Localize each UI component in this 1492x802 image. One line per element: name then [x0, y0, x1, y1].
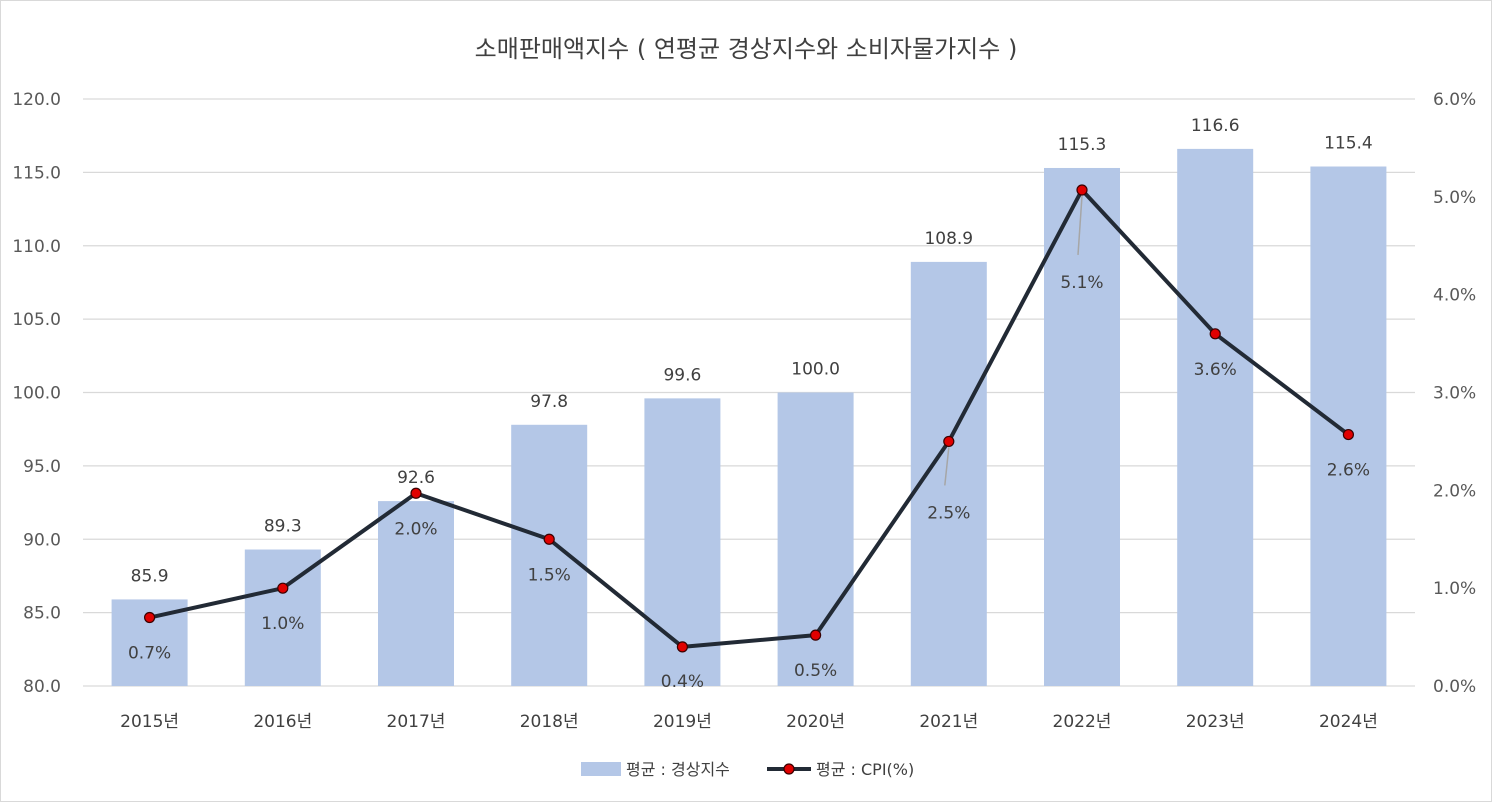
x-tick-label: 2022년 — [1053, 712, 1112, 732]
bar — [378, 501, 454, 686]
bar-data-label: 100.0 — [791, 360, 840, 380]
bar-data-label: 116.6 — [1191, 116, 1240, 136]
cpi-marker — [1209, 328, 1221, 340]
y-left-tick-label: 90.0 — [23, 530, 61, 550]
x-tick-label: 2016년 — [253, 712, 312, 732]
bar-data-label: 89.3 — [264, 517, 302, 537]
cpi-marker — [676, 641, 689, 653]
y-right-tick-label: 4.0% — [1433, 286, 1476, 306]
y-left-tick-label: 120.0 — [12, 90, 61, 110]
line-data-label: 1.0% — [261, 614, 304, 634]
legend-line-label: 평균 : CPI(%) — [816, 760, 914, 779]
y-right-tick-label: 0.0% — [1433, 677, 1476, 697]
line-data-label: 5.1% — [1060, 273, 1103, 293]
bar — [1044, 167, 1120, 686]
leader-line — [944, 447, 950, 486]
y-left-tick-label: 80.0 — [23, 677, 61, 697]
cpi-marker — [1076, 184, 1088, 196]
bar — [910, 261, 987, 686]
bar-data-label: 85.9 — [131, 566, 169, 586]
line-data-label: 3.6% — [1194, 360, 1237, 380]
cpi-marker — [543, 533, 555, 545]
y-left-tick-label: 100.0 — [12, 384, 61, 404]
cpi-series-line — [149, 187, 1350, 649]
x-tick-label: 2024년 — [1319, 712, 1378, 732]
line-data-label: 0.5% — [794, 661, 837, 681]
line-data-label: 0.7% — [128, 644, 171, 664]
x-tick-label: 2021년 — [919, 712, 978, 732]
cpi-marker — [943, 435, 955, 448]
x-tick-label: 2019년 — [653, 712, 712, 732]
bar-data-label: 115.4 — [1324, 134, 1373, 154]
line-data-label: 0.4% — [661, 672, 704, 692]
cpi-marker — [809, 629, 822, 641]
y-left-tick-label: 85.0 — [23, 604, 61, 624]
leader-line — [1077, 195, 1083, 256]
bar — [1177, 148, 1254, 686]
cpi-marker — [144, 611, 156, 624]
line-data-label: 2.5% — [927, 503, 970, 523]
y-right-tick-label: 2.0% — [1433, 481, 1476, 501]
x-tick-label: 2015년 — [120, 712, 179, 732]
bar — [1310, 166, 1387, 686]
legend-bar-swatch — [581, 762, 621, 776]
bar — [777, 392, 854, 686]
line-data-label: 2.6% — [1327, 461, 1370, 481]
y-right-tick-label: 1.0% — [1433, 579, 1476, 599]
bar-data-label: 108.9 — [924, 229, 973, 249]
x-tick-label: 2020년 — [786, 712, 845, 732]
x-tick-label: 2017년 — [387, 712, 446, 732]
y-left-tick-label: 95.0 — [23, 457, 61, 477]
bar-data-label: 97.8 — [530, 392, 568, 412]
line-data-label: 1.5% — [528, 565, 571, 585]
bar — [511, 424, 588, 686]
line-data-label: 2.0% — [394, 519, 437, 539]
bar-data-label: 99.6 — [663, 365, 701, 385]
chart-title: 소매판매액지수 ( 연평균 경상지수와 소비자물가지수 ) — [475, 35, 1018, 63]
y-left-tick-label: 115.0 — [12, 163, 61, 183]
y-right-tick-label: 5.0% — [1433, 188, 1476, 208]
bar — [644, 398, 721, 686]
legend-line-marker — [783, 763, 795, 775]
cpi-marker — [277, 582, 289, 594]
y-right-tick-label: 3.0% — [1433, 384, 1476, 404]
x-tick-label: 2018년 — [520, 712, 579, 732]
bar-data-label: 92.6 — [397, 468, 435, 488]
y-left-tick-label: 105.0 — [12, 310, 61, 330]
cpi-marker — [410, 487, 422, 499]
cpi-marker — [1342, 428, 1355, 441]
x-tick-label: 2023년 — [1186, 712, 1245, 732]
bar-data-label: 115.3 — [1058, 135, 1107, 155]
y-left-tick-label: 110.0 — [12, 237, 61, 257]
y-right-tick-label: 6.0% — [1433, 90, 1476, 110]
legend-bar-label: 평균 : 경상지수 — [626, 760, 730, 779]
